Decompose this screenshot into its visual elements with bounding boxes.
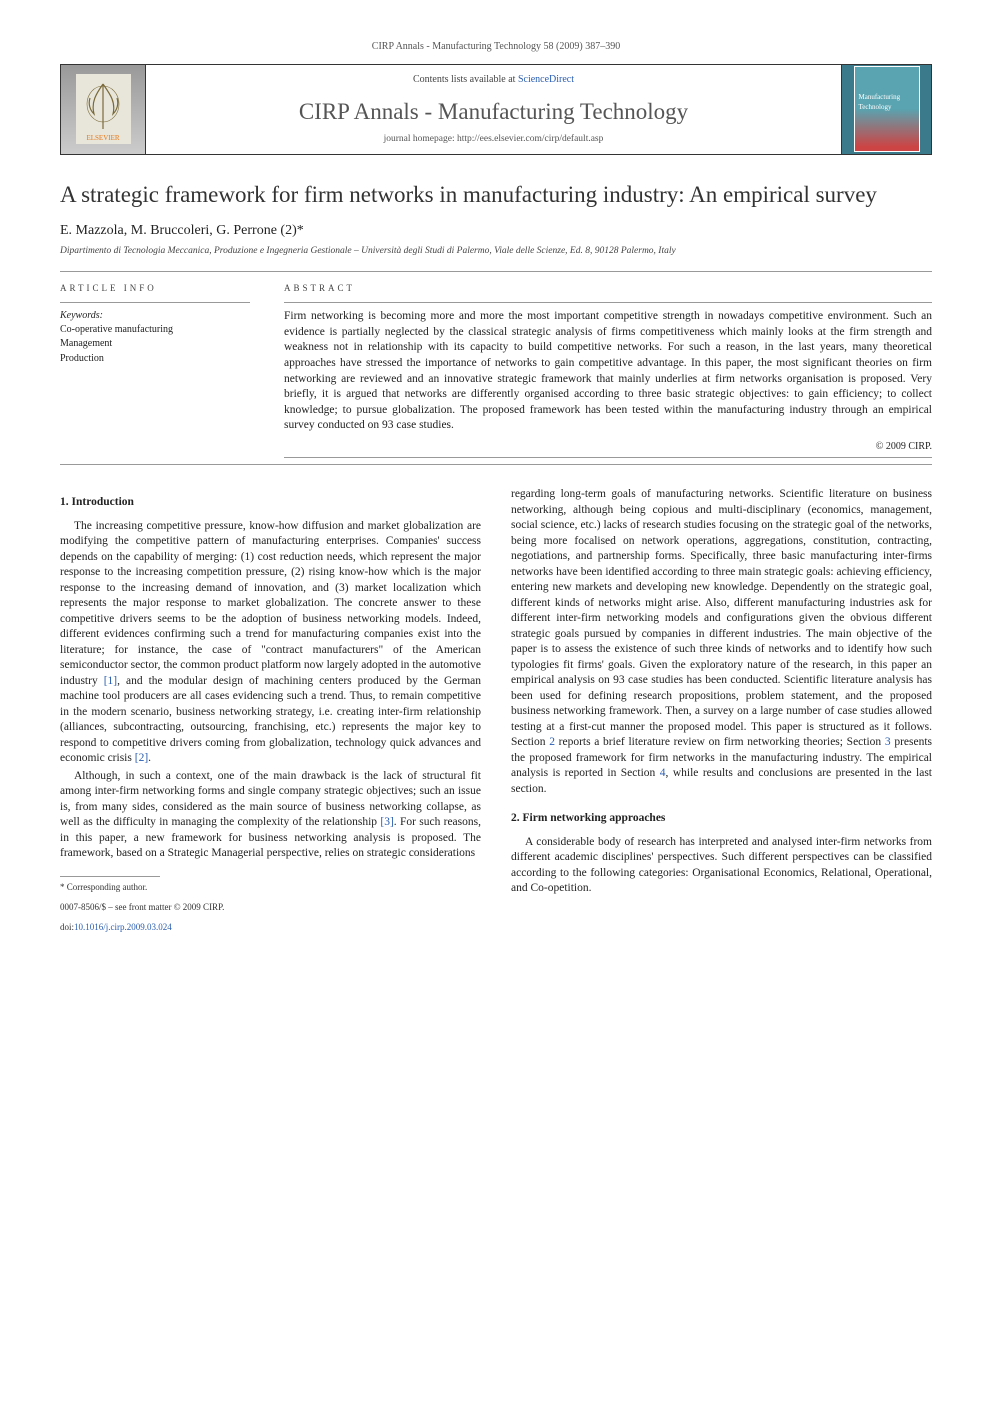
- publisher-name: ELSEVIER: [86, 134, 119, 142]
- footnote-separator: [60, 876, 160, 877]
- publisher-logo-box: ELSEVIER: [61, 65, 146, 154]
- cover-thumb-box: Manufacturing Technology: [841, 65, 931, 154]
- authors: E. Mazzola, M. Bruccoleri, G. Perrone (2…: [60, 222, 932, 241]
- text-run: The increasing competitive pressure, kno…: [60, 520, 481, 687]
- copyright-line: © 2009 CIRP.: [284, 440, 932, 454]
- column-right: regarding long-term goals of manufacturi…: [511, 487, 932, 933]
- section-1-heading: 1. Introduction: [60, 495, 481, 511]
- running-header: CIRP Annals - Manufacturing Technology 5…: [60, 40, 932, 54]
- journal-name: CIRP Annals - Manufacturing Technology: [299, 96, 688, 127]
- rule-top: [60, 271, 932, 272]
- journal-banner: ELSEVIER Contents lists available at Sci…: [60, 64, 932, 155]
- journal-homepage: journal homepage: http://ees.elsevier.co…: [384, 133, 604, 146]
- doi-line: doi:10.1016/j.cirp.2009.03.024: [60, 921, 481, 933]
- column-left: 1. Introduction The increasing competiti…: [60, 487, 481, 933]
- body-columns: 1. Introduction The increasing competiti…: [60, 487, 932, 933]
- keyword-item: Co-operative manufacturing: [60, 323, 250, 338]
- contents-prefix: Contents lists available at: [413, 74, 518, 85]
- keyword-item: Production: [60, 352, 250, 367]
- text-run: , and the modular design of machining ce…: [60, 675, 481, 765]
- corresponding-author-footnote: * Corresponding author.: [60, 881, 481, 893]
- ref-link-2[interactable]: [2]: [135, 752, 148, 764]
- keyword-item: Management: [60, 337, 250, 352]
- rule-under-meta: [60, 464, 932, 465]
- journal-cover-thumb: Manufacturing Technology: [854, 66, 920, 152]
- issn-line: 0007-8506/$ – see front matter © 2009 CI…: [60, 901, 481, 913]
- rule-abstract-top: [284, 302, 932, 303]
- rule-abstract-bottom: [284, 457, 932, 458]
- doi-label: doi:: [60, 922, 74, 932]
- elsevier-tree-icon: ELSEVIER: [76, 74, 131, 144]
- intro-para-2: Although, in such a context, one of the …: [60, 769, 481, 862]
- keywords-label: Keywords:: [60, 309, 250, 323]
- article-title: A strategic framework for firm networks …: [60, 181, 932, 210]
- section-2-heading: 2. Firm networking approaches: [511, 811, 932, 827]
- abstract-label: ABSTRACT: [284, 282, 932, 294]
- meta-row: ARTICLE INFO Keywords: Co-operative manu…: [60, 282, 932, 464]
- abstract-text: Firm networking is becoming more and mor…: [284, 309, 932, 433]
- text-run: reports a brief literature review on fir…: [555, 736, 885, 748]
- sciencedirect-link[interactable]: ScienceDirect: [518, 74, 574, 85]
- intro-para-1: The increasing competitive pressure, kno…: [60, 519, 481, 767]
- article-info-label: ARTICLE INFO: [60, 282, 250, 294]
- keywords-list: Co-operative manufacturing Management Pr…: [60, 323, 250, 367]
- ref-link-1[interactable]: [1]: [104, 675, 117, 687]
- rule-keywords-top: [60, 302, 250, 303]
- cover-label: Manufacturing Technology: [859, 93, 915, 112]
- affiliation: Dipartimento di Tecnologia Meccanica, Pr…: [60, 245, 932, 258]
- contents-available-line: Contents lists available at ScienceDirec…: [413, 73, 574, 87]
- abstract-box: ABSTRACT Firm networking is becoming mor…: [284, 282, 932, 464]
- doi-link[interactable]: 10.1016/j.cirp.2009.03.024: [74, 922, 172, 932]
- article-info-box: ARTICLE INFO Keywords: Co-operative manu…: [60, 282, 250, 464]
- intro-continued: regarding long-term goals of manufacturi…: [511, 487, 932, 797]
- banner-center: Contents lists available at ScienceDirec…: [146, 65, 841, 154]
- text-run: .: [148, 752, 151, 764]
- ref-link-3[interactable]: [3]: [380, 816, 393, 828]
- text-run: regarding long-term goals of manufacturi…: [511, 488, 932, 748]
- section-2-para-1: A considerable body of research has inte…: [511, 835, 932, 897]
